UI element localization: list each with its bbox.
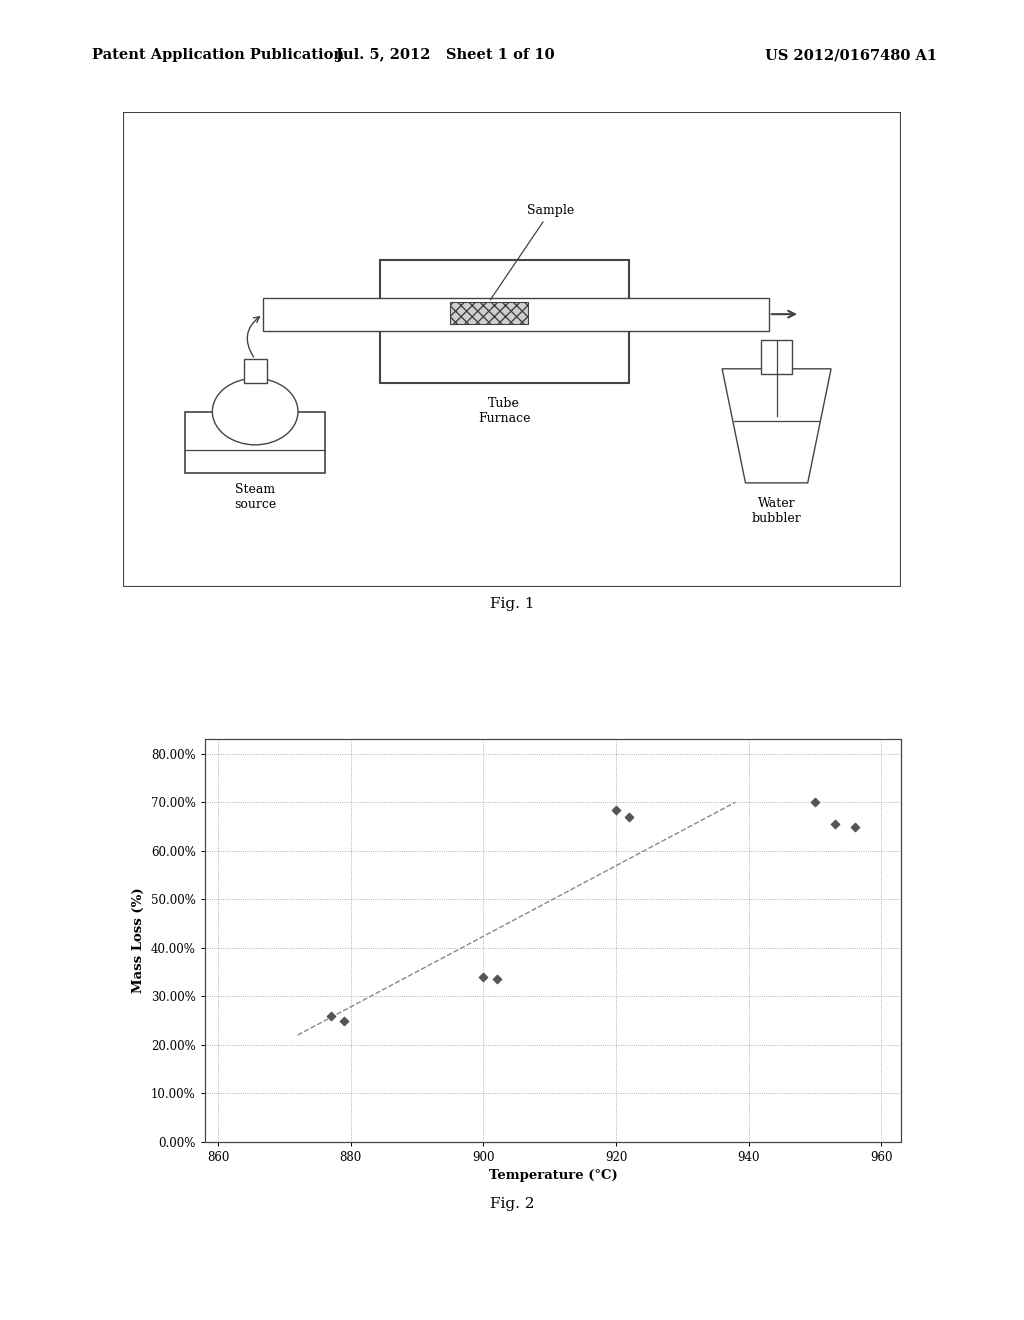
Bar [185,412,326,474]
Text: Fig. 1: Fig. 1 [489,597,535,611]
Point [336,1010,352,1031]
Point [847,816,863,837]
Point [608,799,625,820]
Bar [761,341,793,374]
Text: Sample: Sample [490,203,574,300]
Text: Water
bubbler: Water bubbler [752,498,802,525]
Text: Steam
source: Steam source [234,483,276,511]
Bar [380,260,629,383]
Text: Patent Application Publication: Patent Application Publication [92,49,344,62]
Point [475,966,492,987]
Bar [205,739,901,1142]
Polygon shape [722,368,831,483]
Point [621,807,637,828]
Text: Fig. 2: Fig. 2 [489,1197,535,1212]
Point [488,969,505,990]
Text: Tube
Furnace: Tube Furnace [478,397,530,425]
Point [807,792,823,813]
Bar [244,359,267,383]
Bar [450,302,527,323]
Text: US 2012/0167480 A1: US 2012/0167480 A1 [765,49,937,62]
X-axis label: Temperature (°C): Temperature (°C) [488,1170,617,1183]
Point [826,813,843,834]
Point [323,1005,339,1026]
Bar [263,297,769,331]
Ellipse shape [212,379,298,445]
Text: Jul. 5, 2012   Sheet 1 of 10: Jul. 5, 2012 Sheet 1 of 10 [336,49,555,62]
Y-axis label: Mass Loss (%): Mass Loss (%) [132,887,145,994]
